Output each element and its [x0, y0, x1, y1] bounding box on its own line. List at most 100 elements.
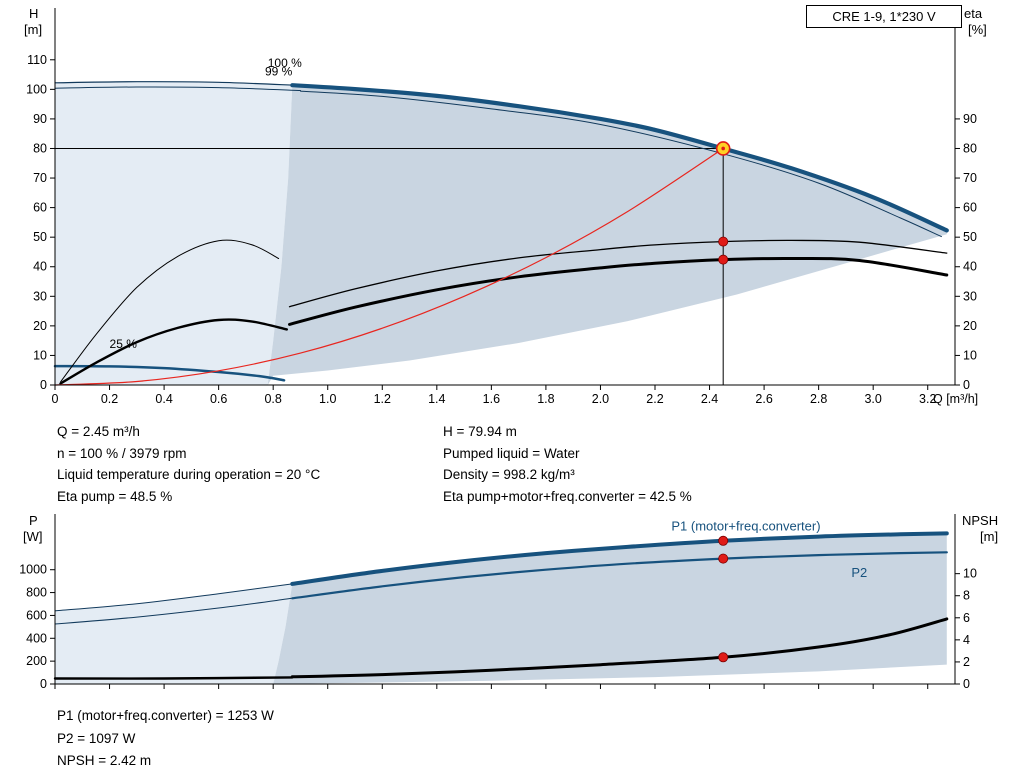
eta-axis-unit: [%] — [968, 22, 987, 37]
p1-point — [718, 535, 729, 546]
tick-label: 10 — [33, 348, 47, 362]
tick-label: 50 — [33, 230, 47, 244]
tick-label: 60 — [33, 201, 47, 215]
tick-label: 90 — [33, 112, 47, 126]
speed-label-99: 99 % — [265, 65, 293, 79]
pump-model-label: CRE 1-9, 1*230 V — [832, 9, 936, 24]
curve-99pct-thin — [54, 86, 301, 91]
tick-label: 40 — [963, 260, 977, 274]
pump-model-box: CRE 1-9, 1*230 V — [806, 5, 962, 28]
eta-pump-value: Eta pump = 48.5 % — [57, 488, 173, 504]
eta-arc-reduced-thick — [59, 318, 288, 385]
tick-label: 3.0 — [864, 392, 881, 406]
pump-curve-25pct — [53, 364, 286, 382]
p2-point — [718, 553, 729, 564]
tick-label: 10 — [963, 348, 977, 362]
tick-label: 20 — [33, 319, 47, 333]
npsh-axis-label: NPSH — [962, 513, 999, 528]
tick-label: 0 — [40, 677, 47, 691]
system-curve — [54, 147, 724, 386]
tick-label: 2.8 — [810, 392, 827, 406]
curve-100pct-thin — [54, 81, 302, 87]
tick-label: 400 — [26, 631, 47, 645]
npsh-flat — [53, 676, 294, 680]
tick-label: 70 — [33, 171, 47, 185]
tick-label: 2.4 — [701, 392, 718, 406]
speed-label-25: 25 % — [110, 337, 138, 351]
tick-label: 30 — [33, 289, 47, 303]
tick-label: 2.6 — [755, 392, 772, 406]
tick-label: 50 — [963, 230, 977, 244]
pump-curve-100pct — [290, 83, 949, 233]
tick-label: 4 — [963, 633, 970, 647]
p-axis-unit: [W] — [23, 529, 43, 544]
tick-label: 2 — [963, 655, 970, 669]
tick-label: 70 — [963, 171, 977, 185]
tick-label: 3.2 — [919, 392, 936, 406]
tick-label: 1.6 — [483, 392, 500, 406]
tick-label: 2.0 — [592, 392, 609, 406]
tick-label: 6 — [963, 611, 970, 625]
eta-pump-curve — [288, 239, 948, 308]
p1-value: P1 (motor+freq.converter) = 1253 W — [57, 708, 274, 723]
npsh-axis-unit: [m] — [980, 529, 999, 544]
power-region-left — [55, 583, 293, 684]
h-axis-label: H — [29, 6, 39, 21]
operating-region-main — [267, 85, 947, 385]
tick-label: 0.2 — [101, 392, 118, 406]
duty-point-marker-center — [721, 146, 725, 151]
tick-label: 40 — [33, 260, 47, 274]
flow-value: Q = 2.45 m³/h — [57, 424, 140, 439]
tick-label: 0.8 — [264, 392, 281, 406]
p2-value: P2 = 1097 W — [57, 730, 136, 746]
duty-info-left: Q = 2.45 m³/h n = 100 % / 3979 rpm Liqui… — [57, 421, 443, 507]
speed-value: n = 100 % / 3979 rpm — [57, 445, 187, 461]
tick-label: 80 — [963, 141, 977, 155]
curve-99pct — [300, 90, 942, 238]
p-axis-label: P — [29, 513, 38, 528]
tick-label: 200 — [26, 654, 47, 668]
eta-total-point — [718, 254, 729, 265]
tick-label: 1000 — [19, 563, 47, 577]
speed-label-100: 100 % — [268, 56, 302, 70]
tick-label: 1.2 — [374, 392, 391, 406]
tick-label: 800 — [26, 586, 47, 600]
tick-label: 90 — [963, 112, 977, 126]
npsh-curve — [290, 617, 949, 679]
eta-arc-reduced-thin — [60, 239, 280, 383]
head-value: H = 79.94 m — [443, 424, 517, 439]
tick-label: 30 — [963, 289, 977, 303]
tick-label: 1.8 — [537, 392, 554, 406]
tick-label: 80 — [33, 141, 47, 155]
tick-label: 60 — [963, 201, 977, 215]
p2-thin — [54, 597, 293, 625]
power-region-main — [273, 533, 947, 684]
p1-thin — [54, 583, 293, 612]
tick-label: 2.2 — [646, 392, 663, 406]
tick-label: 110 — [27, 53, 47, 67]
tick-label: 20 — [963, 319, 977, 333]
duty-info-block: Q = 2.45 m³/h n = 100 % / 3979 rpm Liqui… — [57, 421, 692, 507]
npsh-point — [718, 652, 729, 663]
tick-label: 1.4 — [428, 392, 445, 406]
tick-label: 10 — [963, 567, 977, 581]
tick-label: 0 — [963, 378, 970, 392]
tick-label: 0.6 — [210, 392, 227, 406]
p1-curve — [290, 531, 949, 586]
tick-label: 8 — [963, 589, 970, 603]
tick-label: 100 — [26, 82, 47, 96]
pumped-liquid-value: Pumped liquid = Water — [443, 445, 580, 461]
power-info-block: P1 (motor+freq.converter) = 1253 W P2 = … — [57, 705, 274, 773]
tick-label: 1.0 — [319, 392, 336, 406]
operating-region-left — [55, 81, 293, 385]
duty-info-right: H = 79.94 m Pumped liquid = Water Densit… — [443, 421, 692, 507]
liquid-temperature-value: Liquid temperature during operation = 20… — [57, 467, 321, 482]
tick-label: 600 — [26, 608, 47, 622]
tick-label: 0 — [40, 378, 47, 392]
p2-curve-label: P2 — [851, 565, 867, 580]
eta-pump-point — [718, 236, 729, 247]
eta-axis-label: eta — [964, 6, 983, 21]
tick-label: 0 — [963, 677, 970, 691]
p2-curve — [291, 551, 948, 600]
